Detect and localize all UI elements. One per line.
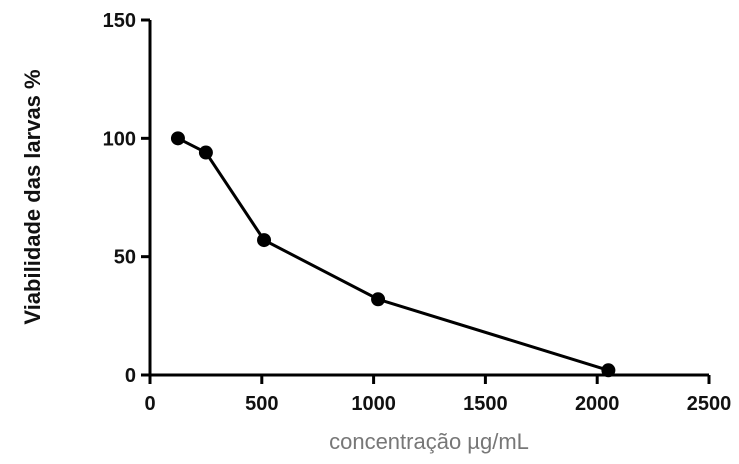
- y-tick-label-0: 0: [125, 365, 136, 387]
- data-point-3: [371, 292, 386, 307]
- data-point-0: [170, 131, 185, 146]
- data-point-4: [601, 363, 616, 378]
- series-group: [170, 131, 616, 378]
- series-line-0: [177, 136, 609, 372]
- x-tick-label-0: 0: [144, 393, 155, 415]
- x-axis-label: concentração µg/mL: [329, 429, 529, 454]
- y-ticks: 0 50 100 150: [103, 10, 150, 387]
- x-tick-label-1000: 1000: [351, 393, 396, 415]
- x-tick-label-2000: 2000: [575, 393, 620, 415]
- y-tick-label-100: 100: [103, 128, 136, 150]
- data-point-2: [257, 233, 272, 248]
- y-tick-label-150: 150: [103, 10, 136, 32]
- x-tick-label-1500: 1500: [463, 393, 508, 415]
- x-tick-label-500: 500: [245, 393, 278, 415]
- data-point-1: [198, 145, 213, 160]
- y-tick-label-50: 50: [114, 247, 136, 269]
- x-ticks: 0 500 1000 1500 2000 2500: [144, 375, 731, 415]
- y-axis-label: Viabilidade das larvas %: [20, 69, 45, 324]
- x-tick-label-2500: 2500: [687, 393, 732, 415]
